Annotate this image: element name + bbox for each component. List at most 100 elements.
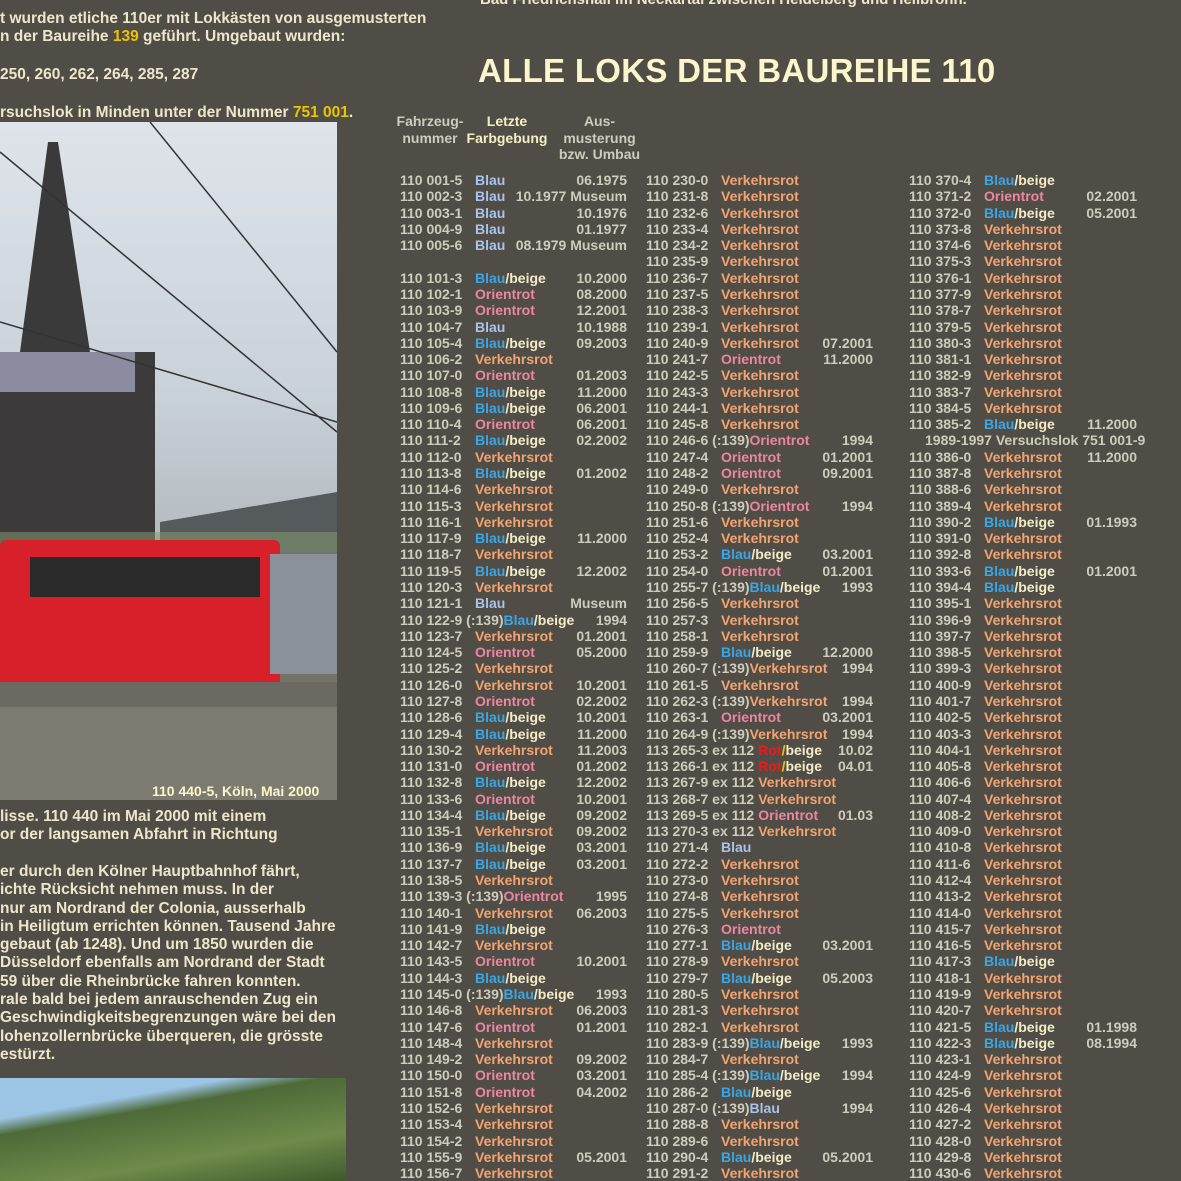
table-row: 110 291-2 Verkehrsrot xyxy=(646,1165,799,1181)
livery-part: Orientrot xyxy=(475,692,535,709)
livery-part: beige xyxy=(1018,1018,1055,1035)
loco-number: 110 144-3 xyxy=(400,969,463,986)
livery: Verkehrsrot xyxy=(721,612,799,628)
livery: Blau/beige xyxy=(721,1084,792,1100)
livery-part: Verkehrsrot xyxy=(721,676,799,693)
livery-part: Verkehrsrot xyxy=(984,546,1062,563)
livery-part: beige xyxy=(509,725,546,742)
table-row: 110 410-8 Verkehrsrot xyxy=(909,839,1062,855)
retirement-date: 10.2001 xyxy=(576,953,627,970)
table-row: 110 001-5 Blau xyxy=(400,172,505,188)
livery-part: Blau xyxy=(721,839,752,856)
table-row: 110 411-6 Verkehrsrot xyxy=(909,856,1062,872)
livery-part: Verkehrsrot xyxy=(721,872,799,889)
livery: Verkehrsrot xyxy=(984,823,1062,839)
livery: Orientrot xyxy=(475,758,535,774)
loco-number: 110 133-6 xyxy=(400,790,463,807)
livery-part: Verkehrsrot xyxy=(475,1099,553,1116)
livery-part: Verkehrsrot xyxy=(984,855,1062,872)
livery-part: beige xyxy=(509,839,546,856)
livery: Verkehrsrot xyxy=(984,612,1062,628)
loco-number: 110 245-8 xyxy=(646,416,709,433)
highlight-number: 751 001 xyxy=(292,104,349,121)
loco-number: 110 241-7 xyxy=(646,351,709,368)
loco-number: 110 281-3 xyxy=(646,1002,709,1019)
loco-number: 110 290-4 xyxy=(646,1148,709,1165)
loco-number: 110 402-5 xyxy=(909,709,972,726)
table-row: 110 135-1 Verkehrsrot xyxy=(400,823,553,839)
livery: Verkehrsrot xyxy=(984,253,1062,269)
livery-part: beige xyxy=(1018,513,1055,530)
table-row: 110 392-8 Verkehrsrot xyxy=(909,546,1062,562)
loco-number: 110 131-0 xyxy=(400,758,463,775)
livery: Verkehrsrot xyxy=(721,514,799,530)
livery-part: Verkehrsrot xyxy=(721,904,799,921)
livery-part: Verkehrsrot xyxy=(984,660,1062,677)
table-row: 110 399-3 Verkehrsrot xyxy=(909,660,1062,676)
livery: Verkehrsrot xyxy=(721,302,799,318)
loco-number: 110 387-8 xyxy=(909,465,972,482)
livery-part: Verkehrsrot xyxy=(475,1034,553,1051)
loco-number: 110 415-7 xyxy=(909,920,972,937)
table-row: 110 139-3 (:139)Orientrot xyxy=(400,888,563,904)
header-number: Fahrzeug-nummer xyxy=(396,113,464,146)
livery-part: Blau xyxy=(749,1034,780,1051)
livery: Blau/beige xyxy=(721,970,792,986)
livery-part: beige xyxy=(783,1034,821,1051)
table-row: 113 270-3 ex 112 Verkehrsrot xyxy=(646,823,836,839)
loco-number: 110 394-4 xyxy=(909,579,972,595)
loco-number: 110 236-7 xyxy=(646,269,709,286)
table-row: 110 136-9 Blau/beige xyxy=(400,839,546,855)
loco-number: 110 138-5 xyxy=(400,872,463,889)
table-row: 110 419-9 Verkehrsrot xyxy=(909,986,1062,1002)
livery: Verkehrsrot xyxy=(721,986,799,1002)
livery-part: / xyxy=(1014,513,1019,530)
livery: Verkehrsrot xyxy=(475,1133,553,1149)
loco-number: 110 136-9 xyxy=(400,839,463,856)
livery: Verkehrsrot xyxy=(984,937,1062,953)
loco-number: 110 243-3 xyxy=(646,383,709,400)
table-row: 110 280-5 Verkehrsrot xyxy=(646,986,799,1002)
table-row: 113 266-1 ex 112 Rot/beige xyxy=(646,758,822,774)
loco-number: 110 253-2 xyxy=(646,546,709,563)
livery: Orientrot xyxy=(758,807,818,823)
retirement-date: 03.2001 xyxy=(576,839,627,856)
livery-part: Verkehrsrot xyxy=(984,644,1062,661)
livery-part: Blau xyxy=(475,269,506,286)
body-line: or der langsamen Abfahrt in Richtung xyxy=(0,826,278,844)
loco-number: 110 231-8 xyxy=(646,188,709,205)
loco-number: 110 142-7 xyxy=(400,937,463,954)
loco-number: 110 143-5 xyxy=(400,953,463,970)
table-row: 110 240-9 Verkehrsrot xyxy=(646,335,799,351)
livery-part: Verkehrsrot xyxy=(984,823,1062,840)
livery-part: Verkehrsrot xyxy=(984,888,1062,905)
livery-part: Verkehrsrot xyxy=(984,351,1062,368)
livery-part: Verkehrsrot xyxy=(475,1002,553,1019)
livery-part: Verkehrsrot xyxy=(721,611,799,628)
table-row: 110 232-6 Verkehrsrot xyxy=(646,205,799,221)
livery: Orientrot xyxy=(475,286,535,302)
table-row: 110 288-8 Verkehrsrot xyxy=(646,1116,799,1132)
table-row: 110 409-0 Verkehrsrot xyxy=(909,823,1062,839)
retirement-date: 03.2001 xyxy=(822,546,873,563)
loco-number: 110 140-1 xyxy=(400,904,463,921)
loco-number: 110 388-6 xyxy=(909,481,972,498)
table-row: 110 400-9 Verkehrsrot xyxy=(909,677,1062,693)
livery: Blau xyxy=(475,319,505,335)
table-row: 110 378-7 Verkehrsrot xyxy=(909,302,1062,318)
livery-part: Orientrot xyxy=(475,953,535,970)
livery-part: Verkehrsrot xyxy=(721,986,799,1002)
table-row: 110 107-0 Orientrot xyxy=(400,367,535,383)
livery-part: beige xyxy=(785,758,823,775)
livery: Verkehrsrot xyxy=(475,742,553,758)
livery-part: Verkehrsrot xyxy=(721,1132,799,1149)
table-row: 110 426-4 Verkehrsrot xyxy=(909,1100,1062,1116)
body-line: in Heiligtum errichten können. Tausend J… xyxy=(0,917,336,935)
livery-part: Verkehrsrot xyxy=(721,530,799,547)
livery: Verkehrsrot xyxy=(984,367,1062,383)
table-row: 113 269-5 ex 112 Orientrot xyxy=(646,807,818,823)
loco-number: 110 390-2 xyxy=(909,513,972,530)
loco-number: 110 129-4 xyxy=(400,725,463,742)
table-row: 110 128-6 Blau/beige xyxy=(400,709,546,725)
table-row: 110 149-2 Verkehrsrot xyxy=(400,1051,553,1067)
